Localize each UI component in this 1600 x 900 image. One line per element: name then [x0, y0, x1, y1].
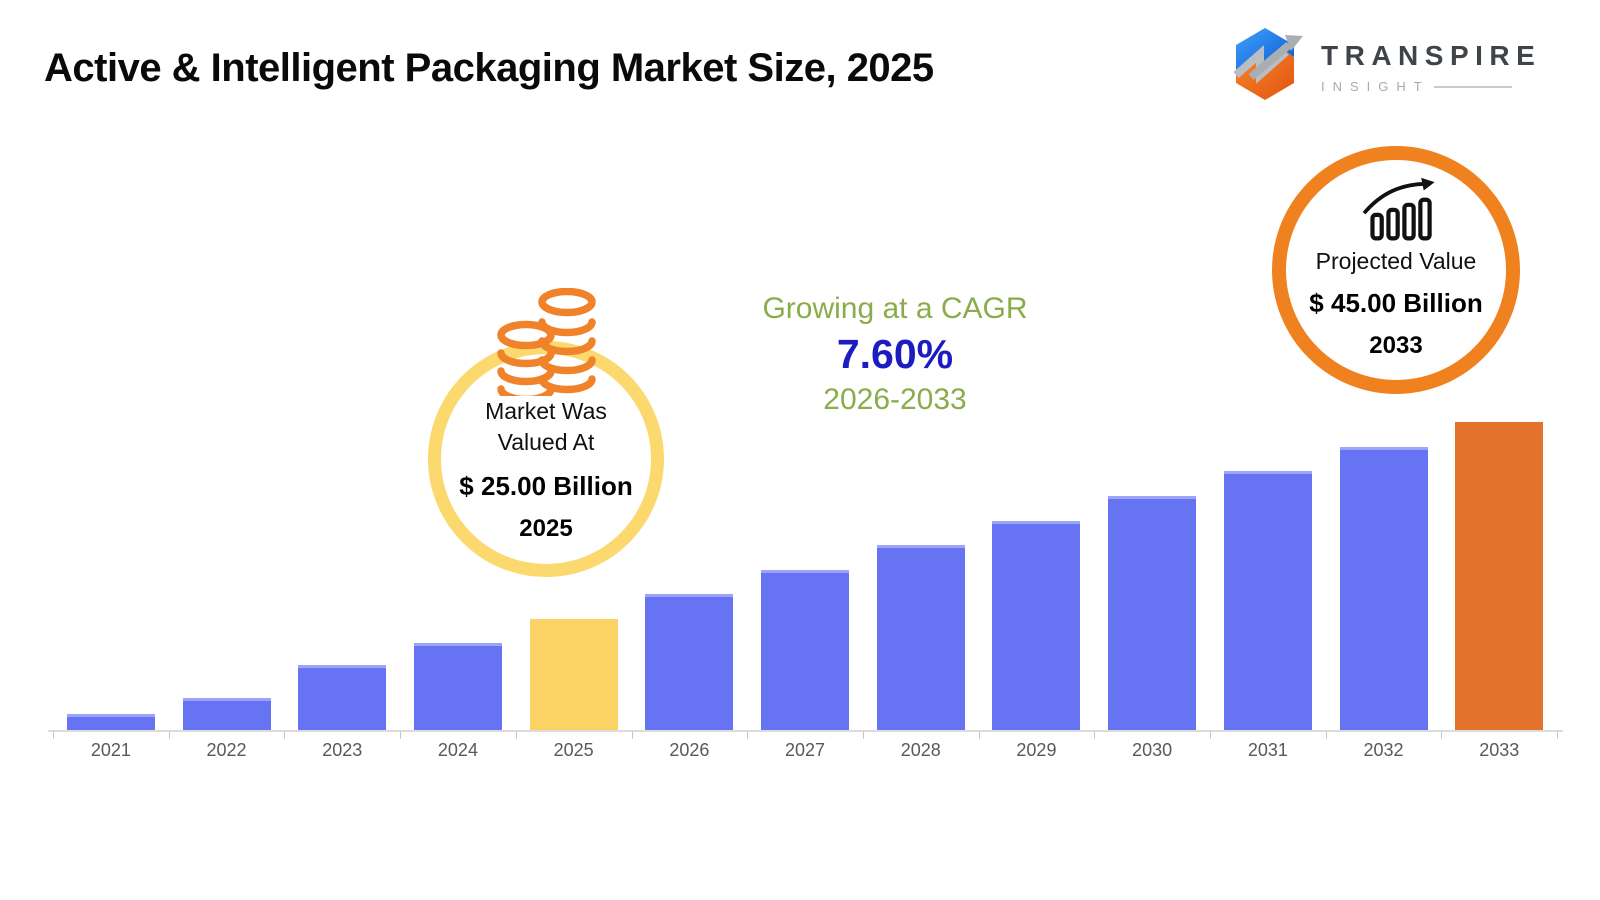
bar-2032 [1339, 447, 1428, 730]
bar-2025 [529, 619, 618, 730]
x-axis-label-2028: 2028 [900, 740, 941, 760]
x-axis-label-2026: 2026 [669, 740, 710, 760]
callout-valued-amount: $ 25.00 Billion [459, 471, 633, 501]
brand-name: TRANSPIRE [1321, 40, 1542, 71]
brand-subline: INSIGHT [1321, 79, 1541, 94]
bar-2033 [1455, 422, 1544, 730]
x-axis-tick [1441, 731, 1443, 739]
bar-2024 [413, 643, 502, 730]
bar-2030 [1108, 496, 1197, 730]
callout-projected-label: Projected Value [1315, 248, 1477, 274]
x-axis-tick [400, 731, 402, 739]
bar-2027 [761, 570, 850, 730]
x-axis-label-2022: 2022 [206, 740, 247, 760]
brand-rule [1433, 85, 1512, 88]
x-axis-tick [1325, 731, 1327, 739]
x-axis-tick [284, 731, 286, 739]
bar-2029 [992, 521, 1081, 730]
x-axis-tick [747, 731, 749, 739]
x-axis-label-2032: 2032 [1363, 740, 1404, 760]
x-axis-tick [53, 731, 54, 739]
cagr-value: 7.60% [836, 331, 954, 377]
callout-projected-value: Projected Value $ 45.00 Billion 2033 [1272, 146, 1520, 394]
callout-valued-line1: Market Was [485, 398, 607, 424]
brand-tagline: INSIGHT [1321, 79, 1430, 94]
x-axis-tick [1210, 731, 1211, 739]
x-axis-label-2027: 2027 [785, 740, 826, 760]
growth-chart-icon [1362, 177, 1435, 241]
x-axis-label-2023: 2023 [322, 740, 363, 760]
bar-2023 [298, 665, 387, 730]
x-axis-tick [631, 731, 633, 739]
cagr-block: Growing at a CAGR 7.60% 2026-2033 [720, 292, 1070, 417]
x-axis-label-2030: 2030 [1132, 740, 1173, 760]
coin-stack-icon [497, 288, 596, 396]
x-axis-tick [862, 731, 864, 739]
x-axis-label-2031: 2031 [1247, 740, 1288, 760]
callout-valued-year: 2025 [519, 515, 573, 542]
x-axis-tick [1557, 731, 1559, 739]
callout-projected-amount: $ 45.00 Billion [1309, 288, 1483, 318]
brand-logo: TRANSPIRE INSIGHT [1227, 26, 1541, 104]
cagr-period: 2026-2033 [823, 383, 967, 416]
x-axis-tick [978, 731, 980, 739]
bar-2026 [645, 594, 734, 730]
bar-2031 [1223, 471, 1312, 730]
page-title: Active & Intelligent Packaging Market Si… [44, 46, 934, 90]
x-axis-label-2025: 2025 [553, 740, 594, 760]
bar-2028 [876, 545, 965, 730]
x-axis-label-2021: 2021 [90, 740, 131, 760]
x-axis-tick [1094, 731, 1096, 739]
x-axis-label-2029: 2029 [1016, 740, 1057, 760]
cagr-label: Growing at a CAGR [762, 292, 1028, 325]
bar-2022 [182, 698, 271, 730]
x-axis-tick [515, 731, 517, 739]
brand-logo-icon [1233, 28, 1303, 100]
callout-valued-line2: Valued At [497, 429, 595, 455]
bar-2021 [66, 714, 155, 730]
x-axis-tick [168, 731, 170, 739]
x-axis-line [48, 730, 1563, 732]
callout-projected-year: 2033 [1369, 332, 1423, 359]
x-axis-label-2033: 2033 [1479, 740, 1520, 760]
x-axis-label-2024: 2024 [437, 740, 478, 760]
brand-logo-text: TRANSPIRE INSIGHT [1321, 26, 1541, 94]
